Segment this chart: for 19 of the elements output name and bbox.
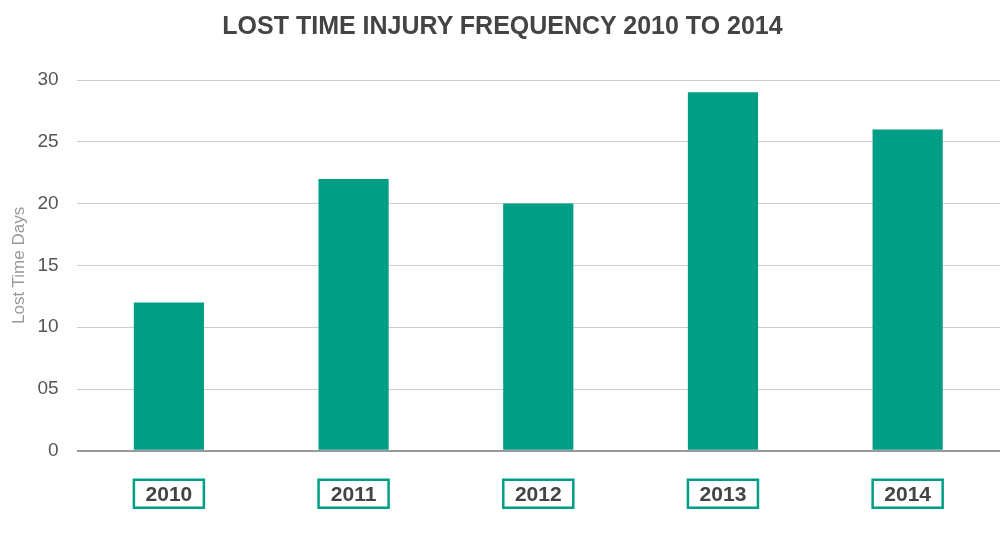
x-tick-label: 2012 bbox=[514, 482, 562, 506]
x-tick-label: 2011 bbox=[330, 482, 377, 506]
y-tick-label: 05 bbox=[37, 377, 59, 399]
x-tick-label: 2014 bbox=[884, 482, 932, 506]
y-tick-label: 0 bbox=[47, 439, 59, 461]
y-tick-label: 15 bbox=[37, 253, 59, 275]
x-tick-label: 2013 bbox=[699, 482, 747, 506]
y-tick-label: 25 bbox=[37, 130, 59, 152]
bar bbox=[687, 92, 759, 450]
bar bbox=[318, 178, 389, 450]
y-tick-label: 20 bbox=[37, 191, 59, 213]
y-tick-label: 10 bbox=[37, 315, 59, 337]
x-tick-label: 2010 bbox=[145, 482, 193, 506]
y-tick-label: 30 bbox=[37, 68, 59, 90]
chart-title: LOST TIME INJURY FREQUENCY 2010 TO 2014 bbox=[221, 10, 784, 41]
bar bbox=[133, 302, 204, 450]
bar bbox=[503, 203, 574, 450]
y-axis-title: Lost Time Days bbox=[8, 206, 28, 324]
bar bbox=[872, 129, 943, 450]
